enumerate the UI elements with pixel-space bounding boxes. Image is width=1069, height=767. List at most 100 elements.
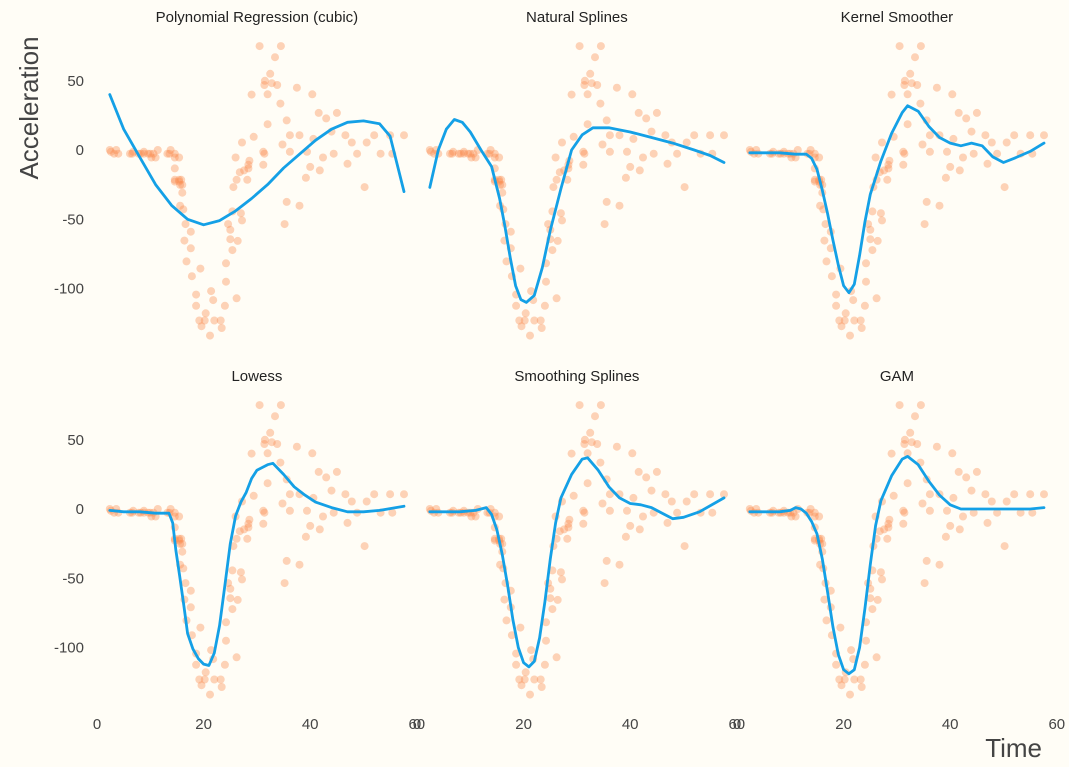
x-tick-label: 40 <box>302 716 319 733</box>
data-point <box>567 90 576 99</box>
data-point <box>647 127 656 136</box>
data-point <box>899 519 908 528</box>
data-point <box>565 515 574 524</box>
data-point <box>546 594 555 603</box>
data-point <box>175 534 184 543</box>
data-point <box>983 518 992 527</box>
data-point <box>850 675 859 684</box>
data-point <box>840 675 849 684</box>
data-point <box>605 131 614 140</box>
data-point <box>1010 490 1019 499</box>
data-point <box>301 173 310 182</box>
data-point <box>981 131 990 140</box>
data-point <box>216 316 225 325</box>
data-point <box>506 227 515 236</box>
x-tick-label: 60 <box>1048 716 1065 733</box>
data-point <box>228 246 237 255</box>
data-point <box>949 493 958 502</box>
data-point <box>467 512 476 521</box>
data-point <box>195 675 204 684</box>
data-point <box>179 205 188 214</box>
data-point <box>913 440 922 448</box>
data-point <box>605 147 614 156</box>
data-point <box>673 508 682 517</box>
data-point <box>932 83 941 92</box>
data-point <box>580 440 589 448</box>
data-point <box>706 490 715 499</box>
data-point <box>114 149 123 158</box>
data-point <box>1010 131 1019 140</box>
data-point <box>583 449 592 458</box>
data-point <box>341 490 350 499</box>
data-point <box>826 244 835 253</box>
data-point <box>485 149 494 158</box>
data-point <box>587 79 596 88</box>
data-point <box>1016 508 1025 517</box>
data-point <box>271 53 279 62</box>
data-point <box>626 521 635 530</box>
data-point <box>537 324 546 332</box>
data-point <box>105 146 114 154</box>
data-point <box>546 584 555 593</box>
data-point <box>165 149 174 158</box>
data-point <box>907 79 916 88</box>
data-point <box>878 216 886 225</box>
data-point <box>266 428 275 437</box>
data-point <box>175 175 184 184</box>
data-point <box>238 575 246 584</box>
data-point <box>232 653 241 662</box>
data-point <box>278 140 287 149</box>
y-tick-label: -50 <box>62 570 84 587</box>
data-point <box>388 508 397 517</box>
data-point <box>821 220 830 229</box>
data-point <box>900 81 909 89</box>
data-point <box>868 605 877 614</box>
data-point <box>959 512 967 521</box>
data-point <box>946 521 955 530</box>
data-point <box>903 120 912 129</box>
data-point <box>490 534 499 543</box>
data-point <box>911 53 919 62</box>
data-point <box>900 435 909 444</box>
data-point <box>526 331 534 340</box>
data-point <box>943 506 951 515</box>
data-point <box>615 131 624 140</box>
data-point <box>1040 490 1048 499</box>
data-point <box>285 131 294 140</box>
data-point <box>180 236 189 245</box>
data-point <box>260 435 269 444</box>
data-point <box>295 201 304 210</box>
data-point <box>181 220 190 229</box>
data-point <box>810 175 819 184</box>
data-point <box>471 153 480 162</box>
data-point <box>889 491 898 500</box>
y-tick-label: -100 <box>54 640 84 657</box>
data-point <box>490 536 499 545</box>
data-point <box>580 76 589 85</box>
data-point <box>580 81 589 89</box>
data-point <box>1002 497 1011 506</box>
data-point <box>240 525 249 534</box>
data-point <box>175 536 184 545</box>
data-point <box>229 183 238 192</box>
data-point <box>667 497 676 506</box>
data-point <box>857 324 866 332</box>
data-point <box>464 149 473 158</box>
data-point <box>466 149 475 158</box>
data-point <box>295 131 304 140</box>
data-point <box>579 506 588 515</box>
data-point <box>555 527 564 536</box>
data-point <box>872 653 881 662</box>
data-point <box>580 435 589 444</box>
data-point <box>875 527 884 536</box>
y-tick-label: 0 <box>76 142 84 159</box>
data-point <box>586 69 595 78</box>
data-point <box>868 246 877 255</box>
data-point <box>556 568 565 577</box>
data-point <box>186 244 195 253</box>
data-point <box>639 153 647 162</box>
data-point <box>527 287 536 296</box>
data-point <box>247 449 256 458</box>
data-point <box>850 316 859 325</box>
data-point <box>178 539 187 548</box>
